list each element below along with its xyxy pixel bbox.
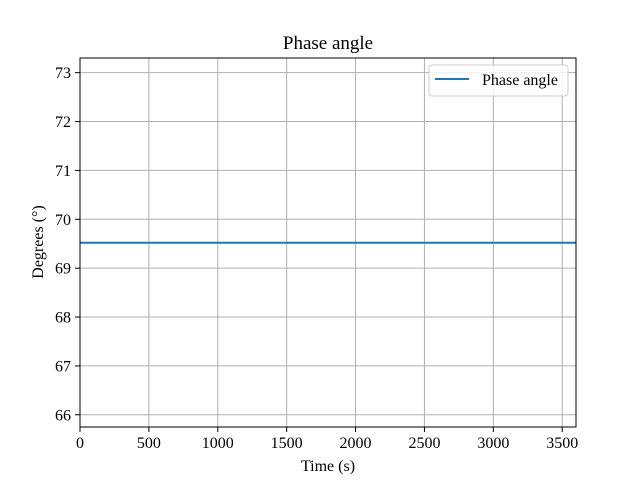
x-axis: 0 500 1000 1500 2000 2500 3000 3500	[76, 427, 578, 452]
chart-title: Phase angle	[283, 33, 373, 54]
legend: Phase angle	[428, 64, 569, 97]
y-tick-label: 73	[55, 65, 71, 82]
y-tick-label: 71	[55, 163, 71, 180]
x-tick-label: 3000	[477, 435, 509, 452]
y-tick-label: 66	[55, 407, 71, 424]
x-tick-label: 3500	[546, 435, 578, 452]
x-tick-label: 500	[137, 435, 161, 452]
y-axis: 66 67 68 69 70 71 72 73	[55, 65, 80, 424]
x-tick-label: 1500	[271, 435, 303, 452]
x-tick-label: 0	[76, 435, 84, 452]
y-tick-label: 68	[55, 310, 71, 327]
x-tick-label: 1000	[202, 435, 234, 452]
x-tick-label: 2000	[340, 435, 372, 452]
y-tick-label: 70	[55, 212, 71, 229]
y-tick-label: 72	[55, 114, 71, 131]
y-tick-label: 67	[55, 358, 71, 375]
y-axis-label: Degrees (°)	[30, 205, 47, 278]
x-tick-label: 2500	[408, 435, 440, 452]
x-axis-label: Time (s)	[301, 458, 355, 475]
legend-box	[428, 64, 569, 97]
grid-lines	[79, 58, 576, 427]
legend-label-phase-angle: Phase angle	[482, 72, 558, 89]
plot-area-frame	[79, 57, 577, 428]
y-tick-label: 69	[55, 261, 71, 278]
